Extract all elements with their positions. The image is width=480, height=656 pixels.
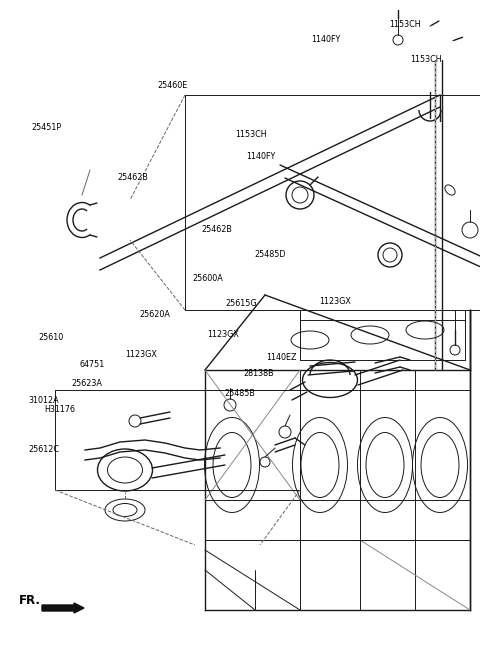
Text: 25623A: 25623A xyxy=(71,379,102,388)
Text: H31176: H31176 xyxy=(45,405,76,415)
Text: 25612C: 25612C xyxy=(29,445,60,454)
Text: 25620A: 25620A xyxy=(139,310,170,319)
Text: 25485D: 25485D xyxy=(254,250,286,259)
Text: 1153CH: 1153CH xyxy=(389,20,420,30)
Text: 1153CH: 1153CH xyxy=(235,130,267,139)
Text: 1123GX: 1123GX xyxy=(319,297,351,306)
Text: 1123GX: 1123GX xyxy=(125,350,156,359)
Text: 25451P: 25451P xyxy=(31,123,61,133)
Text: FR.: FR. xyxy=(19,594,41,607)
Text: 25615G: 25615G xyxy=(226,299,257,308)
Text: 1123GX: 1123GX xyxy=(207,330,239,339)
Text: 25600A: 25600A xyxy=(192,274,223,283)
Text: 31012A: 31012A xyxy=(29,396,60,405)
Text: 25462B: 25462B xyxy=(118,173,148,182)
Text: 1153CH: 1153CH xyxy=(410,54,442,64)
Text: 25485B: 25485B xyxy=(225,389,255,398)
FancyArrow shape xyxy=(42,603,84,613)
Text: 25610: 25610 xyxy=(38,333,64,342)
Text: 25462B: 25462B xyxy=(202,225,232,234)
Text: 25460E: 25460E xyxy=(157,81,188,90)
Text: 1140FY: 1140FY xyxy=(246,152,275,161)
Text: 1140EZ: 1140EZ xyxy=(266,353,297,362)
Text: 1140FY: 1140FY xyxy=(312,35,341,44)
Text: 28138B: 28138B xyxy=(244,369,275,379)
Text: 64751: 64751 xyxy=(79,359,105,369)
